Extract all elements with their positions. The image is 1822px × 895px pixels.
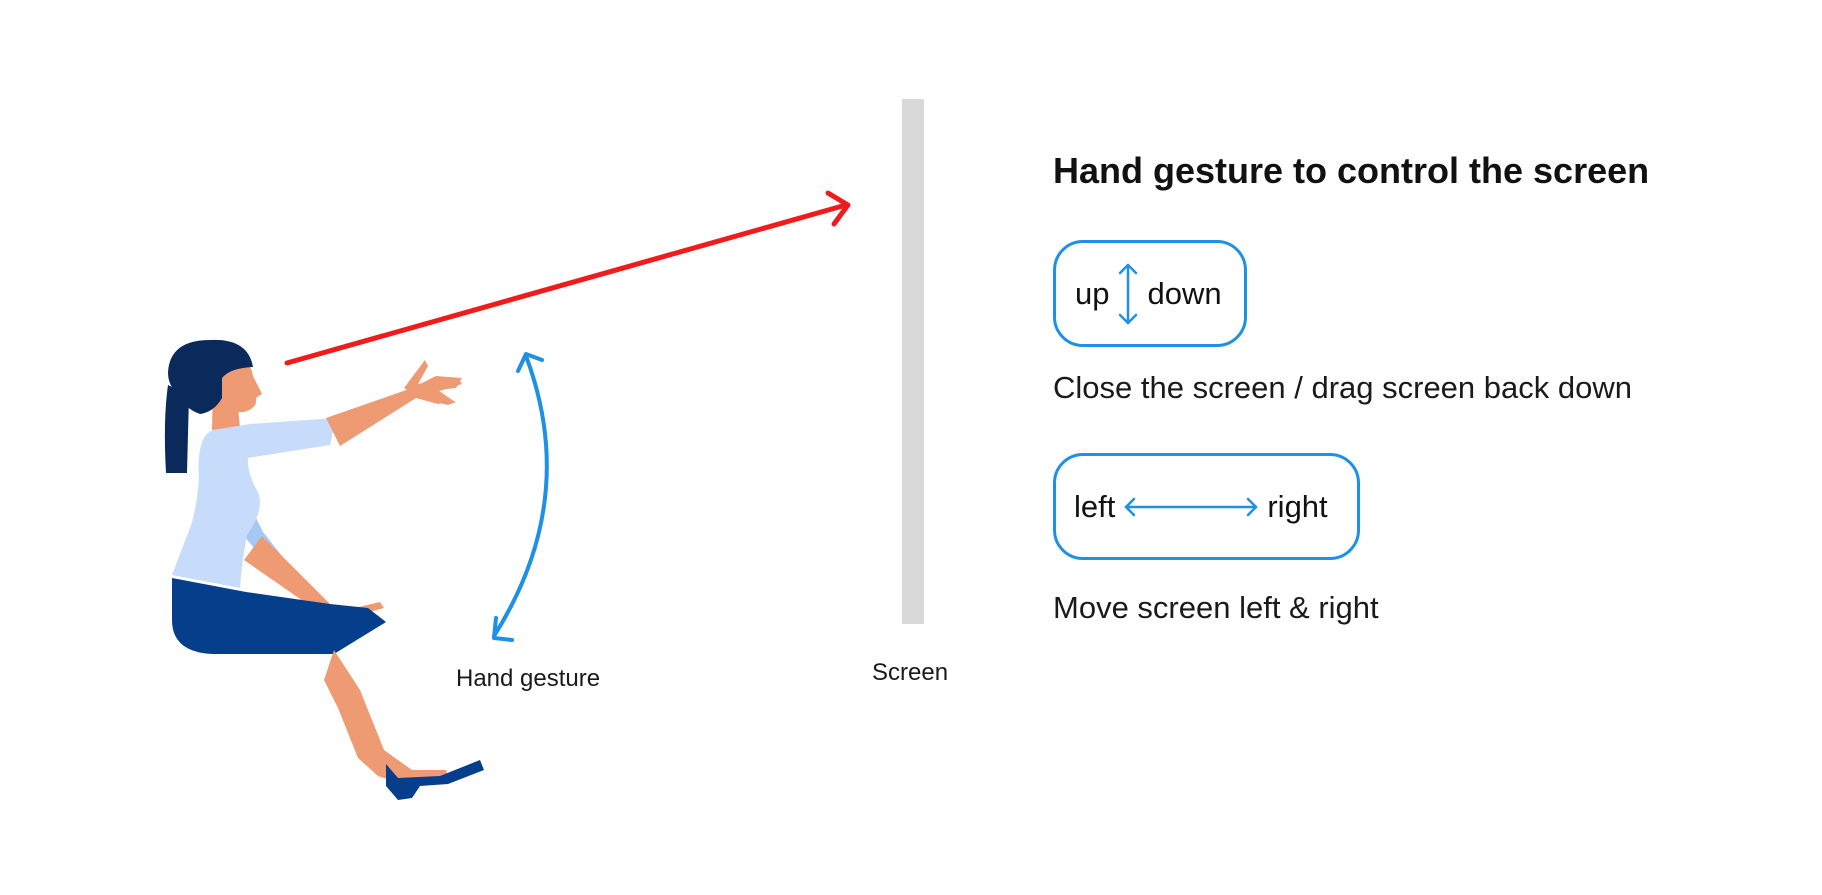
person-illustration <box>164 339 484 800</box>
gesture-description-up-down: Close the screen / drag screen back down <box>1053 370 1632 405</box>
screen-label: Screen <box>872 659 949 686</box>
gesture-left-label: left <box>1074 488 1116 524</box>
gesture-description-left-right: Move screen left & right <box>1053 590 1379 625</box>
back-forearm <box>244 536 384 628</box>
hand-gesture-arrowhead-bottom <box>492 616 514 642</box>
skirt <box>172 578 386 654</box>
back-arm-sleeve <box>243 492 282 560</box>
hand-gesture-arrow <box>492 352 549 642</box>
shoe <box>386 760 484 800</box>
hand-gesture-curve <box>492 354 549 638</box>
shirt <box>172 418 336 588</box>
sight-line <box>284 202 849 366</box>
leg <box>324 650 450 786</box>
sight-line-arrowhead <box>825 190 851 227</box>
gesture-right-label: right <box>1267 488 1328 524</box>
gesture-up-label: up <box>1075 275 1110 311</box>
sight-line-arrow <box>284 190 851 366</box>
hand-gesture-arrowhead-top <box>516 352 544 373</box>
gesture-down-label: down <box>1147 275 1222 311</box>
hand-gesture-label: Hand gesture <box>456 665 601 692</box>
ponytail <box>164 385 189 473</box>
left-right-arrow-icon <box>1125 497 1258 516</box>
screen-bar <box>902 99 924 624</box>
hair <box>168 339 253 414</box>
gesture-box-left-right: left right <box>1053 453 1360 560</box>
panel-title: Hand gesture to control the screen <box>1053 150 1650 191</box>
up-down-arrow-icon <box>1119 263 1138 324</box>
gesture-box-up-down: up down <box>1053 240 1247 347</box>
reaching-hand <box>404 360 462 405</box>
